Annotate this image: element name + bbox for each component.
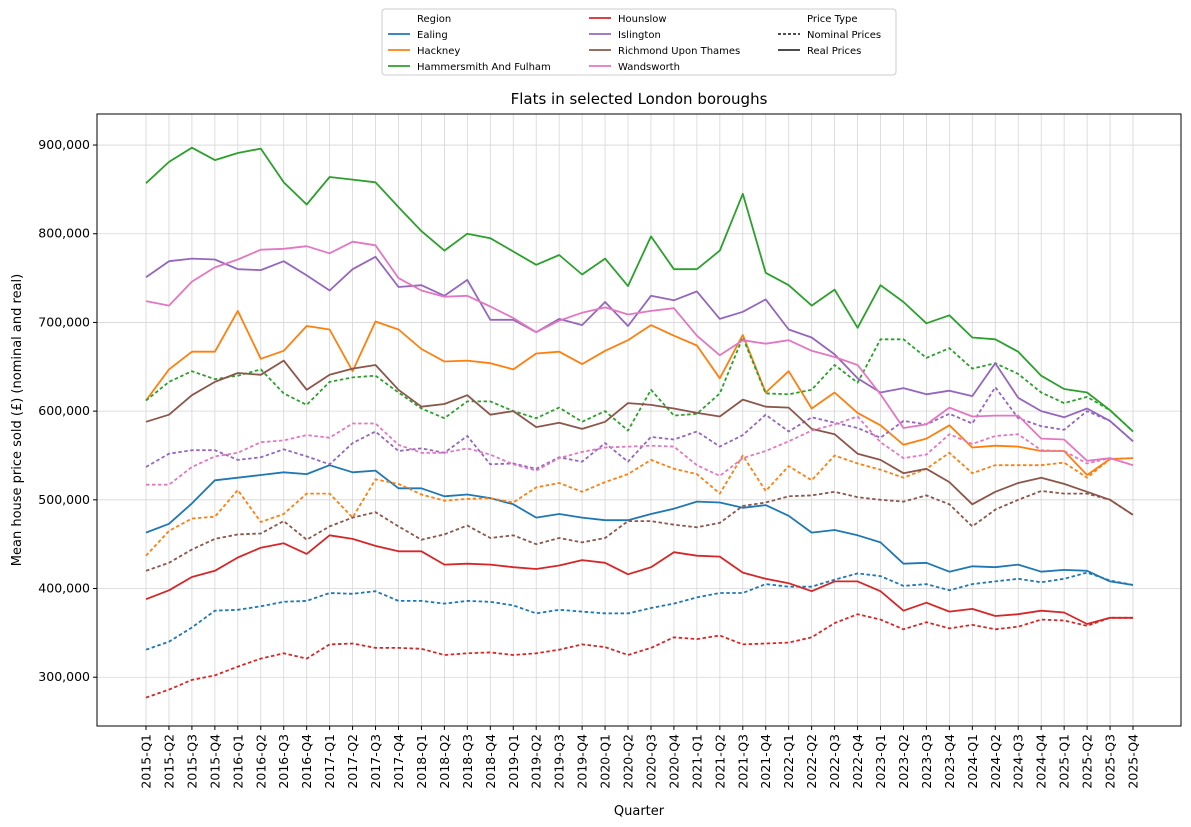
x-tick-label: 2025-Q4: [1126, 734, 1141, 789]
x-tick-label: 2016-Q3: [276, 734, 291, 789]
x-tick-label: 2017-Q3: [368, 734, 383, 789]
x-tick-label: 2023-Q1: [873, 734, 888, 789]
y-tick-label: 500,000: [38, 492, 90, 507]
x-tick-label: 2024-Q4: [1034, 734, 1049, 789]
legend-box: [381, 8, 897, 76]
x-tick-label: 2015-Q1: [139, 734, 154, 789]
x-tick-label: 2021-Q3: [735, 734, 750, 789]
legend-label: Richmond Upon Thames: [618, 46, 740, 57]
x-tick-label: 2022-Q1: [781, 734, 796, 789]
y-tick-label: 400,000: [38, 581, 90, 596]
x-tick-label: 2019-Q1: [506, 734, 521, 789]
islington-real-line: [145, 255, 1134, 442]
x-tick-label: 2018-Q2: [437, 734, 452, 789]
x-tick-label: 2019-Q2: [529, 734, 544, 789]
series-lines: [145, 146, 1134, 699]
hackney-real-line: [145, 309, 1134, 476]
hounslow-nominal-line: [145, 613, 1133, 699]
legend-label: Nominal Prices: [807, 30, 881, 41]
x-tick-label: 2023-Q2: [896, 734, 911, 789]
x-tick-label: 2023-Q3: [919, 734, 934, 789]
y-tick-label: 900,000: [38, 137, 90, 152]
legend-label: Real Prices: [807, 46, 861, 57]
x-tick-label: 2020-Q4: [666, 734, 681, 789]
x-tick-label: 2020-Q2: [621, 734, 636, 789]
legend-label: Wandsworth: [618, 62, 680, 73]
x-tick-label: 2025-Q3: [1103, 734, 1118, 789]
x-tick-label: 2022-Q3: [827, 734, 842, 789]
ealing-nominal-line: [145, 571, 1134, 651]
legend-label: Hammersmith And Fulham: [417, 62, 551, 73]
legend-label: Hounslow: [618, 14, 667, 25]
y-tick-label: 700,000: [38, 314, 90, 329]
x-tick-label: 2024-Q3: [1011, 734, 1026, 789]
legend-label: Hackney: [417, 46, 460, 57]
hounslow-real-line: [145, 534, 1133, 625]
legend-section-title: Price Type: [807, 14, 858, 25]
x-tick-label: 2024-Q2: [988, 734, 1003, 789]
legend-label: Islington: [618, 30, 661, 41]
y-tick-label: 600,000: [38, 403, 90, 418]
y-tick-label: 300,000: [38, 669, 90, 684]
legend: Region Ealing Hackney Hammersmith And Fulha…: [381, 8, 897, 76]
x-tick-label: 2017-Q2: [345, 734, 360, 789]
hackney-nominal-line: [145, 451, 1134, 557]
x-tick-label: 2020-Q3: [643, 734, 658, 789]
hammersmith-and-fulham-real-line: [145, 146, 1134, 433]
x-axis-label: Quarter: [614, 804, 665, 819]
x-tick-label: 2016-Q2: [253, 734, 268, 789]
plot-frame: [96, 113, 1182, 727]
hammersmith-and-fulham-nominal-line: [145, 336, 1134, 433]
x-tick-label: 2018-Q1: [414, 734, 429, 789]
legend-section-title: Region: [417, 14, 451, 25]
wandsworth-nominal-line: [146, 415, 1134, 486]
richmond-upon-thames-nominal-line: [145, 490, 1134, 572]
y-axis: 300,000 400,000 500,000 600,000 700,000 800,0…: [38, 137, 97, 684]
x-tick-label: 2015-Q4: [207, 734, 222, 789]
y-tick-label: 800,000: [38, 226, 90, 241]
x-tick-label: 2021-Q1: [689, 734, 704, 789]
x-tick-label: 2021-Q2: [712, 734, 727, 789]
richmond-upon-thames-real-line: [145, 359, 1134, 516]
x-tick-label: 2024-Q1: [965, 734, 980, 789]
legend-label: Ealing: [417, 30, 448, 41]
chart-title: Flats in selected London boroughs: [511, 90, 768, 108]
wandsworth-real-line: [145, 240, 1134, 467]
islington-nominal-line: [145, 386, 1134, 470]
x-tick-label: 2019-Q4: [575, 734, 590, 789]
grid: [97, 114, 1181, 726]
x-tick-label: 2016-Q1: [230, 734, 245, 789]
x-tick-label: 2017-Q1: [322, 734, 337, 789]
x-tick-label: 2020-Q1: [598, 734, 613, 789]
x-tick-label: 2025-Q2: [1080, 734, 1095, 789]
x-tick-label: 2015-Q2: [161, 734, 176, 789]
x-tick-label: 2019-Q3: [552, 734, 567, 789]
x-tick-label: 2021-Q4: [758, 734, 773, 789]
x-tick-label: 2025-Q1: [1057, 734, 1072, 789]
x-tick-label: 2022-Q4: [850, 734, 865, 789]
x-tick-label: 2017-Q4: [391, 734, 406, 789]
x-tick-label: 2016-Q4: [299, 734, 314, 789]
x-tick-label: 2018-Q3: [460, 734, 475, 789]
x-tick-label: 2023-Q4: [942, 734, 957, 789]
ealing-real-line: [145, 464, 1134, 586]
x-tick-label: 2022-Q2: [804, 734, 819, 789]
y-axis-label: Mean house price sold (£) (nominal and r…: [10, 274, 25, 566]
x-axis: 2015-Q1 2015-Q2 2015-Q3 2015-Q4 2016-Q1 2016-…: [139, 726, 1141, 789]
x-tick-label: 2015-Q3: [184, 734, 199, 789]
x-tick-label: 2018-Q4: [483, 734, 498, 789]
